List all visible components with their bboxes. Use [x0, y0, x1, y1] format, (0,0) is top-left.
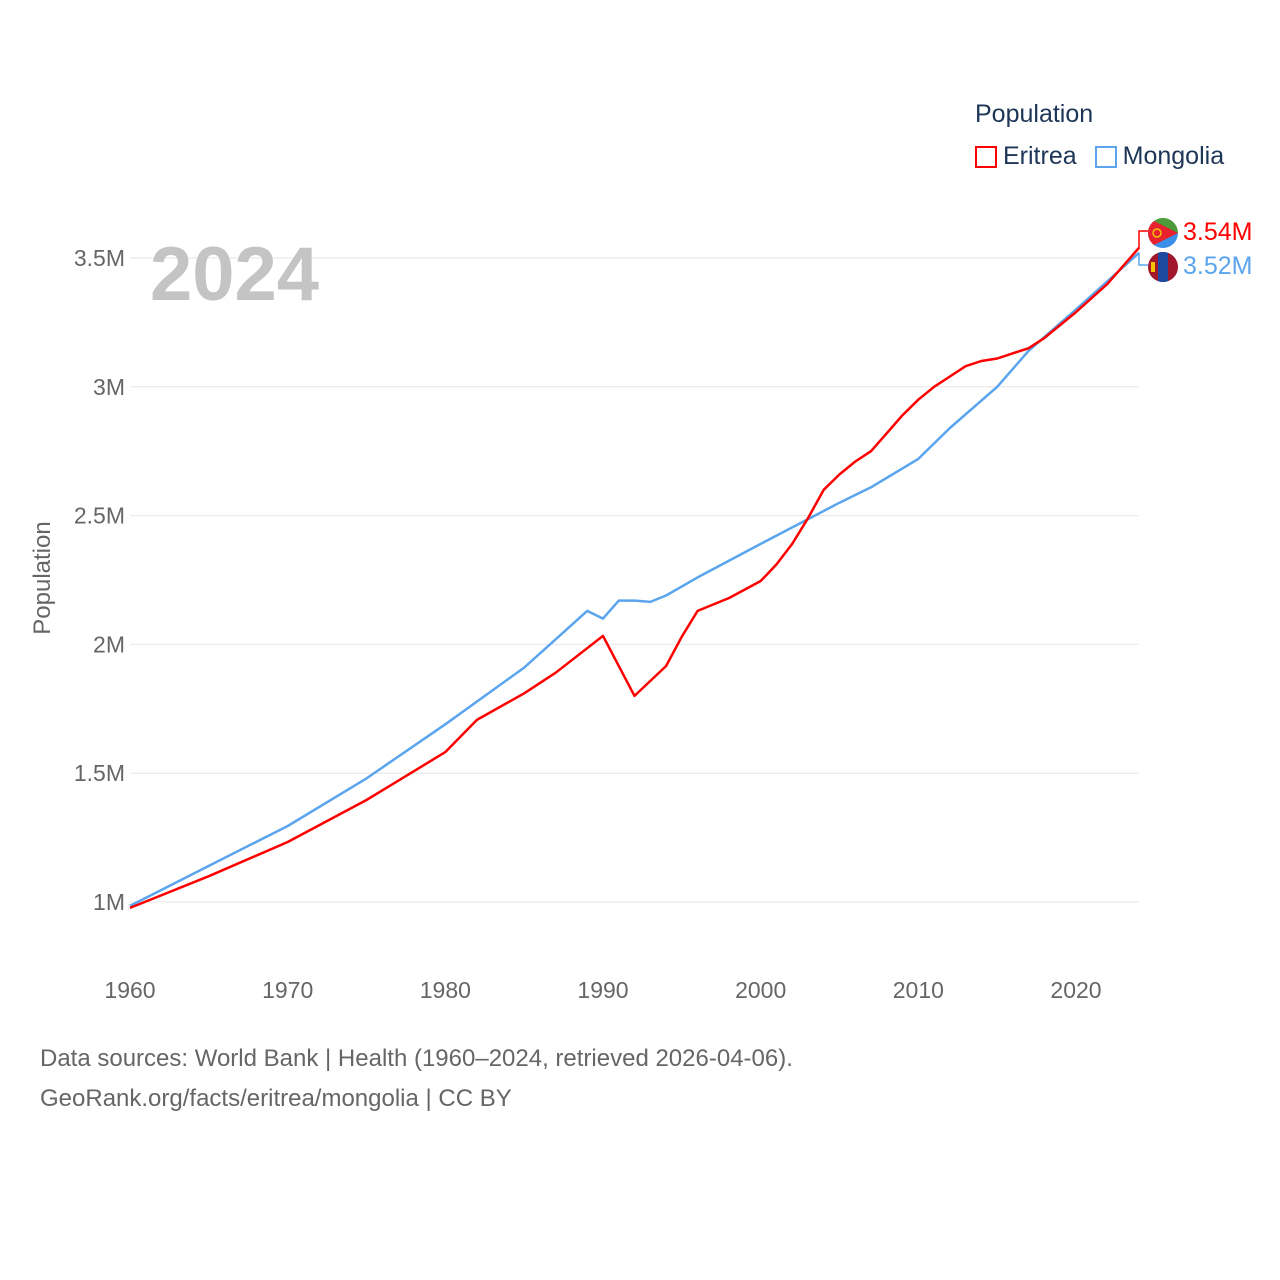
mongolia-flag-icon [1148, 252, 1178, 282]
x-tick-label: 1960 [104, 977, 155, 1003]
x-tick-label: 2020 [1050, 977, 1101, 1003]
y-tick-label: 2M [93, 631, 125, 657]
legend-title: Population [975, 100, 1094, 128]
legend-label: Mongolia [1122, 142, 1225, 170]
x-tick-label: 1990 [577, 977, 628, 1003]
leader-line [1138, 230, 1148, 248]
x-tick-label: 1980 [420, 977, 471, 1003]
end-value-label: 3.54M [1183, 218, 1252, 246]
x-tick-label: 2010 [893, 977, 944, 1003]
legend-swatch-eritrea [975, 146, 997, 168]
legend: Eritrea Mongolia [975, 142, 1224, 171]
leader-line [1138, 252, 1148, 266]
legend-item-eritrea[interactable]: Eritrea [975, 142, 1077, 171]
y-axis-label: Population [29, 521, 56, 634]
legend-item-mongolia[interactable]: Mongolia [1094, 142, 1225, 171]
year-label: 2024 [150, 232, 319, 317]
legend-swatch-mongolia [1094, 146, 1117, 168]
y-tick-label: 2.5M [74, 503, 125, 529]
footer-sources: Data sources: World Bank | Health (1960–… [40, 1045, 793, 1072]
eritrea-flag-icon [1148, 218, 1178, 248]
series-line-eritrea [129, 246, 1141, 910]
series-line-mongolia [129, 251, 1140, 908]
x-tick-label: 1970 [262, 977, 313, 1003]
x-tick-label: 2000 [735, 977, 786, 1003]
y-tick-label: 3M [93, 374, 125, 400]
end-value-label: 3.52M [1183, 252, 1252, 280]
y-tick-label: 3.5M [74, 245, 125, 271]
footer-link[interactable]: GeoRank.org/facts/eritrea/mongolia | CC … [40, 1085, 512, 1112]
y-tick-label: 1.5M [74, 760, 125, 786]
legend-label: Eritrea [1003, 142, 1077, 170]
y-tick-label: 1M [93, 889, 125, 915]
